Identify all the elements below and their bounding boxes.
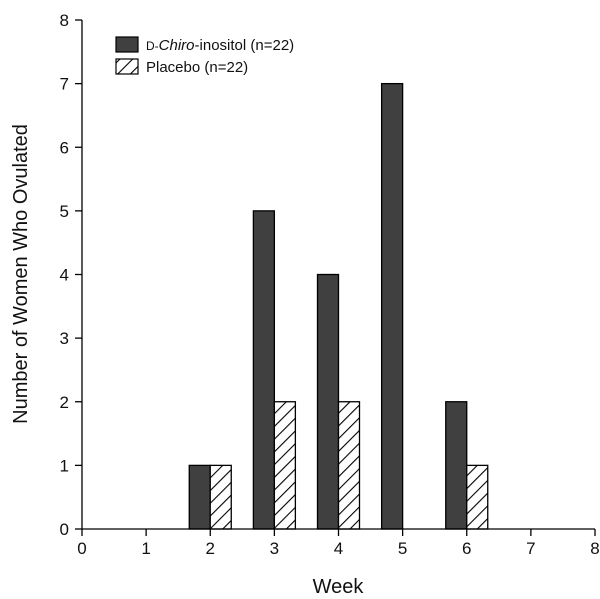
bar-d-chiro-inositol-week-5	[380, 82, 404, 530]
x-tick-label: 4	[334, 539, 343, 558]
y-tick-label: 4	[60, 266, 69, 285]
x-tick-label: 1	[141, 539, 150, 558]
legend-swatch-d-chiro-inositol	[115, 36, 139, 53]
x-tick-label: 2	[206, 539, 215, 558]
legend-label-d-chiro-inositol: D-Chiro-inositol (n=22)	[146, 37, 294, 54]
legend: D-Chiro-inositol (n=22) Placebo (n=22)	[115, 36, 294, 76]
bar-d-chiro-inositol-week-6	[445, 401, 468, 530]
y-tick-label: 8	[60, 11, 69, 30]
ticks-layer: 0 1 2 3 4 5 6 7 8 0 1 2 3 4 5 6 7 8	[60, 11, 600, 558]
x-tick-label: 5	[398, 539, 407, 558]
legend-label-rest: -inositol (n=22)	[195, 37, 295, 54]
x-axis-title: Week	[313, 576, 365, 598]
bar-placebo-week-2	[209, 464, 232, 530]
y-axis-title: Number of Women Who Ovulated	[10, 124, 32, 424]
legend-label-prefix: D-	[146, 39, 159, 53]
y-tick-label: 2	[60, 393, 69, 412]
x-tick-label: 3	[270, 539, 279, 558]
x-tick-label: 0	[77, 539, 86, 558]
legend-swatch-placebo	[115, 58, 139, 75]
y-tick-label: 7	[60, 75, 69, 94]
bar-d-chiro-inositol-week-3	[252, 210, 276, 530]
bar-d-chiro-inositol-week-2	[188, 464, 211, 530]
legend-label-italic: Chiro	[159, 37, 195, 54]
x-tick-label: 7	[526, 539, 535, 558]
bar-placebo-week-3	[273, 401, 297, 530]
legend-label-placebo: Placebo (n=22)	[146, 59, 248, 76]
y-tick-label: 3	[60, 329, 69, 348]
y-tick-label: 0	[60, 520, 69, 539]
bar-d-chiro-inositol-week-4	[316, 273, 340, 530]
x-tick-label: 8	[590, 539, 599, 558]
bars-layer	[188, 82, 489, 530]
y-tick-label: 5	[60, 202, 69, 221]
x-tick-label: 6	[462, 539, 471, 558]
y-tick-label: 6	[60, 138, 69, 157]
y-tick-label: 1	[60, 456, 69, 475]
bar-placebo-week-6	[466, 464, 489, 530]
bar-placebo-week-4	[337, 401, 361, 530]
